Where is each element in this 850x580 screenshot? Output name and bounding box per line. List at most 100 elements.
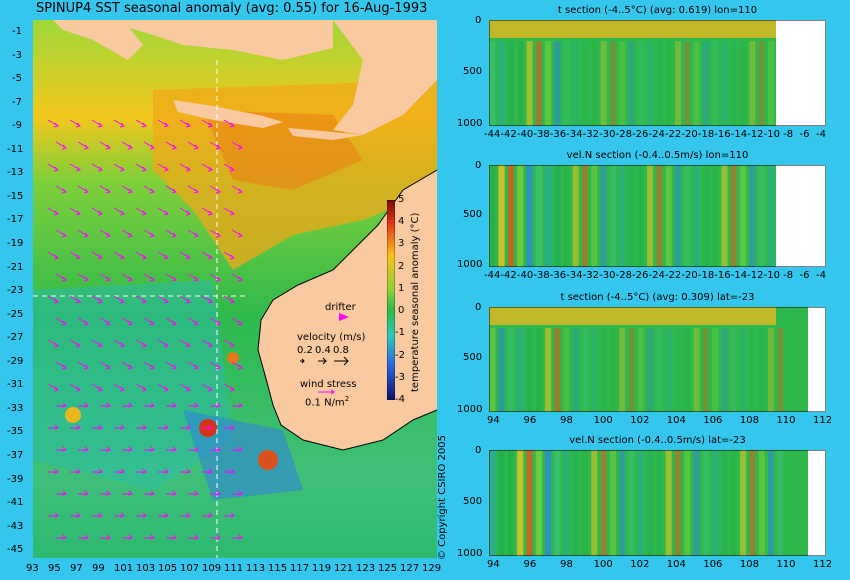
warm-anomaly-region-2 <box>203 110 363 190</box>
velocity-arrow <box>91 163 103 172</box>
section-stripe <box>609 450 616 556</box>
section-stripe <box>572 41 579 126</box>
velocity-arrow <box>202 468 213 474</box>
section-stripe <box>777 450 784 556</box>
velocity-arrow <box>100 534 111 540</box>
velocity-arrow <box>77 141 89 150</box>
sst-map[interactable] <box>33 20 437 558</box>
section-stripe <box>554 328 561 412</box>
lat-tick-label: -3 <box>12 49 22 61</box>
velocity-arrow <box>121 185 133 194</box>
velocity-arrow <box>209 229 221 238</box>
velocity-arrow <box>210 402 221 408</box>
lat-tick-label: -41 <box>7 497 24 509</box>
velocity-arrow <box>209 317 221 326</box>
velocity-arrow <box>201 119 213 128</box>
section-stripe <box>758 328 765 412</box>
velocity-arrow <box>231 229 243 238</box>
lat-tick-label: -43 <box>7 520 24 532</box>
panel-x-tick: -30 <box>599 129 616 140</box>
section-stripe <box>693 165 700 267</box>
panel-title: t section (-4..5°C) (avg: 0.309) lat=-23 <box>560 292 755 303</box>
panel-x-tick: -4 <box>816 270 826 281</box>
velocity-arrow <box>187 361 199 370</box>
lon-tick-label: 127 <box>400 563 420 574</box>
section-stripe <box>609 165 616 267</box>
velocity-arrow <box>56 490 67 496</box>
section-stripe <box>628 41 635 126</box>
section-stripe <box>498 41 505 126</box>
lon-tick-label: 107 <box>180 563 200 574</box>
panel-x-tick: -36 <box>549 270 567 281</box>
panel-x-tick: -26 <box>632 129 649 140</box>
velocity-arrow <box>179 207 191 216</box>
section-panel[interactable] <box>489 307 826 412</box>
velocity-arrow <box>158 424 169 430</box>
section-stripe <box>628 450 635 556</box>
section-panel[interactable] <box>489 450 826 556</box>
velocity-arrow <box>143 229 155 238</box>
panel-x-tick: 104 <box>666 559 686 570</box>
panel-x-tick: -8 <box>783 270 794 281</box>
panel-x-tick: -42 <box>500 270 517 281</box>
section-stripe <box>489 41 495 126</box>
lon-tick-label: 117 <box>290 563 310 574</box>
land-sumatra <box>53 20 143 60</box>
panel-x-tick: -24 <box>648 129 665 140</box>
velocity-arrow <box>224 512 235 518</box>
section-stripe <box>517 450 524 556</box>
velocity-arrow <box>188 402 199 408</box>
velocity-arrow <box>143 185 155 194</box>
velocity-arrow <box>223 339 235 348</box>
velocity-arrow <box>179 163 191 172</box>
eddy-hotspot <box>65 407 81 423</box>
velocity-arrow <box>113 207 125 216</box>
panel-x-tick: -38 <box>533 270 550 281</box>
section-stripe <box>702 41 709 126</box>
velocity-arrow <box>144 446 155 452</box>
section-stripe <box>647 41 654 126</box>
section-stripe <box>516 41 523 126</box>
panel-x-tick: -4 <box>816 129 826 140</box>
velocity-arrow <box>201 251 213 260</box>
velocity-arrow <box>47 339 59 348</box>
lat-tick-label: -9 <box>12 120 22 132</box>
section-panel[interactable] <box>489 165 826 267</box>
velocity-arrow <box>69 119 81 128</box>
velocity-arrow <box>187 273 199 282</box>
section-stripe <box>535 328 542 412</box>
velocity-arrow <box>232 490 243 496</box>
panel-x-tick: -14 <box>730 270 748 281</box>
panel-x-tick: -10 <box>763 129 780 140</box>
section-stripe <box>740 165 747 267</box>
section-panel[interactable] <box>489 20 826 126</box>
velocity-arrow <box>92 424 103 430</box>
velocity-arrow <box>165 361 177 370</box>
section-stripe <box>526 328 533 412</box>
panel-title: vel.N section (-0.4..0.5m/s) lat=-23 <box>569 435 746 446</box>
section-stripe <box>508 165 515 267</box>
section-stripe <box>600 41 607 126</box>
velocity-arrow <box>165 273 177 282</box>
wind-legend-label: wind stress <box>300 379 357 390</box>
velocity-arrow <box>47 207 59 216</box>
velocity-arrow <box>143 141 155 150</box>
section-stripe <box>591 450 598 556</box>
velocity-arrow <box>223 119 235 128</box>
section-stripe <box>637 450 644 556</box>
velocity-arrow <box>55 185 67 194</box>
panel-x-tick: -34 <box>566 129 583 140</box>
velocity-arrow <box>69 163 81 172</box>
drifter-label: drifter <box>325 302 356 313</box>
section-stripe <box>508 328 515 412</box>
panel-x-tick: -20 <box>681 129 698 140</box>
section-stripe <box>656 165 663 267</box>
velocity-arrow <box>55 273 67 282</box>
velocity-arrow <box>232 446 243 452</box>
panel-x-tick: 94 <box>487 415 500 426</box>
panel-x-tick: 102 <box>630 559 650 570</box>
cool-anomaly-region <box>33 280 233 490</box>
section-stripe <box>554 450 561 556</box>
velocity-arrow <box>113 251 125 260</box>
velocity-arrow <box>69 383 81 392</box>
